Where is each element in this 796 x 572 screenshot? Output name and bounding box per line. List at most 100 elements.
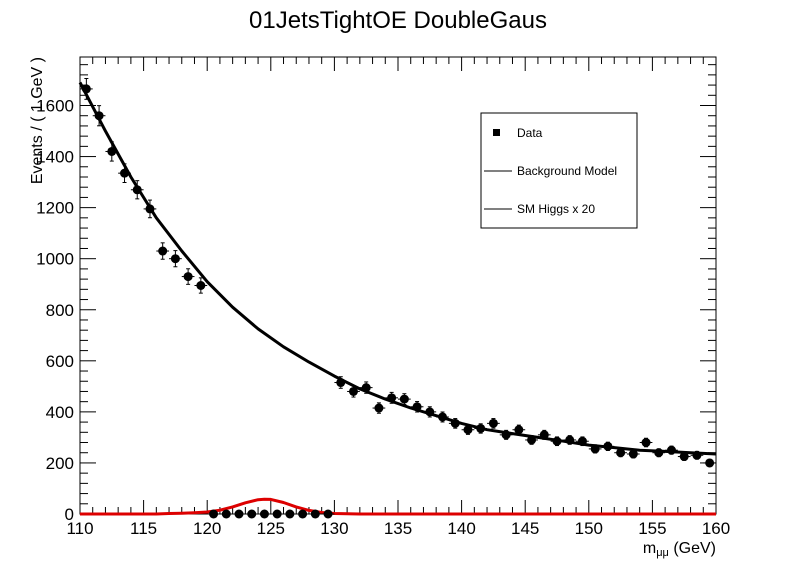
data-point — [423, 406, 437, 418]
data-point-marker — [259, 509, 269, 519]
data-point — [130, 180, 144, 200]
data-point-marker — [565, 435, 575, 445]
data-point — [143, 199, 157, 219]
data-point-marker — [272, 509, 282, 519]
data-point — [474, 423, 488, 434]
data-point — [677, 452, 691, 462]
data-point — [537, 429, 551, 440]
data-point — [461, 424, 475, 435]
x-tick-label: 135 — [384, 519, 412, 538]
data-point-marker — [616, 448, 626, 458]
data-point-marker — [679, 452, 689, 462]
y-tick-label: 600 — [46, 352, 74, 371]
data-point-marker — [412, 402, 422, 412]
data-point-marker — [107, 146, 117, 156]
data-point — [232, 509, 246, 519]
data-point-marker — [209, 509, 219, 519]
data-point-marker — [348, 386, 358, 396]
data-point-marker — [336, 378, 346, 388]
data-point — [499, 429, 513, 440]
data-point-marker — [323, 509, 333, 519]
y-tick-label: 1000 — [36, 250, 74, 269]
x-axis-title-unit: (GeV) — [669, 540, 716, 557]
data-point-marker — [476, 423, 486, 433]
data-point — [372, 402, 386, 414]
legend: Data Background Model SM Higgs x 20 — [480, 112, 638, 229]
data-point-marker — [374, 403, 384, 413]
chart-title: 01JetsTightOE DoubleGaus — [249, 7, 547, 34]
y-tick-label: 1200 — [36, 199, 74, 218]
data-point-marker — [361, 383, 371, 393]
data-series — [80, 77, 716, 519]
data-point-marker — [628, 449, 638, 459]
data-point-marker — [666, 445, 676, 455]
x-axis-title-sub: μμ — [656, 547, 669, 559]
y-tick-label: 1400 — [36, 148, 74, 167]
y-axis-title: Events / ( 1 GeV ) — [29, 57, 46, 184]
data-point-marker — [285, 509, 295, 519]
x-tick-label: 115 — [130, 519, 157, 538]
data-point — [105, 141, 119, 162]
data-point-marker — [552, 436, 562, 446]
data-point — [270, 509, 284, 519]
data-point-marker — [387, 393, 397, 403]
data-point — [219, 509, 233, 519]
data-point — [652, 448, 666, 458]
x-tick-label: 140 — [447, 519, 475, 538]
data-point — [703, 458, 716, 468]
data-point — [347, 385, 360, 398]
legend-label-background: Background Model — [517, 164, 617, 178]
data-point-marker — [170, 254, 180, 264]
y-tick-label: 800 — [46, 301, 74, 320]
data-point — [308, 509, 322, 519]
data-point-marker — [488, 418, 498, 428]
data-point-marker — [641, 438, 651, 448]
x-tick-label: 110 — [66, 519, 93, 538]
data-point — [487, 418, 500, 429]
x-tick-label: 160 — [702, 519, 730, 538]
data-point-marker — [183, 272, 193, 282]
data-point-marker — [539, 430, 549, 440]
data-point — [398, 393, 411, 406]
data-point — [436, 411, 449, 423]
data-point-marker — [450, 418, 460, 428]
data-point — [690, 450, 704, 460]
data-point — [626, 449, 640, 459]
data-point — [448, 418, 462, 429]
data-point-marker — [158, 246, 168, 256]
data-point-marker — [145, 204, 155, 214]
x-tick-label: 125 — [257, 519, 285, 538]
data-point-marker — [527, 435, 537, 445]
data-point — [385, 391, 398, 404]
x-tick-label: 155 — [638, 519, 666, 538]
data-point — [181, 268, 195, 285]
data-point — [80, 77, 93, 100]
y-tick-label: 0 — [65, 505, 74, 524]
data-point — [334, 376, 348, 389]
x-tick-label: 150 — [575, 519, 603, 538]
data-point-marker — [425, 407, 435, 417]
axis-ticks: 110 115 120 125 130 135 140 145 150 155 1600200400… — [36, 57, 730, 538]
data-point — [410, 401, 424, 413]
data-point — [639, 437, 653, 448]
data-point-marker — [577, 436, 587, 446]
x-axis-title-base: m — [643, 540, 656, 557]
x-axis-title: mμμ (GeV) — [643, 540, 716, 559]
data-point-marker — [247, 509, 257, 519]
data-point — [665, 445, 678, 455]
data-point-marker — [705, 458, 715, 468]
data-point — [588, 444, 602, 454]
data-point-marker — [298, 509, 308, 519]
data-point-marker — [221, 509, 231, 519]
data-point-marker — [501, 430, 511, 440]
data-point-marker — [94, 111, 104, 121]
data-point-marker — [654, 448, 664, 458]
data-point — [169, 250, 182, 268]
data-point-marker — [692, 450, 702, 460]
data-point-marker — [81, 84, 91, 94]
data-point — [92, 105, 106, 127]
data-point-marker — [234, 509, 244, 519]
data-point-marker — [196, 281, 206, 290]
legend-label-signal: SM Higgs x 20 — [517, 202, 595, 216]
